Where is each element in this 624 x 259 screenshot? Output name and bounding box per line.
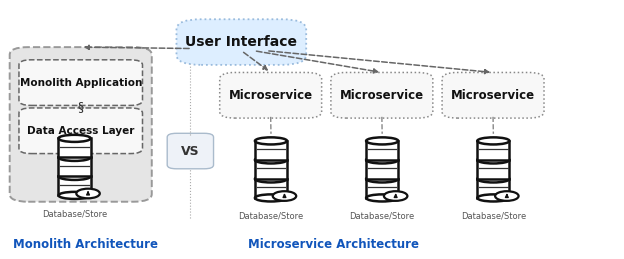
FancyBboxPatch shape: [366, 160, 398, 179]
Text: VS: VS: [181, 145, 200, 157]
Text: Microservice: Microservice: [340, 89, 424, 102]
FancyBboxPatch shape: [366, 179, 398, 198]
FancyBboxPatch shape: [220, 73, 321, 118]
FancyBboxPatch shape: [59, 157, 90, 176]
FancyBboxPatch shape: [19, 108, 142, 154]
Text: Database/Store: Database/Store: [42, 209, 107, 218]
Ellipse shape: [477, 137, 509, 145]
Text: Database/Store: Database/Store: [461, 212, 526, 221]
Text: Database/Store: Database/Store: [349, 212, 415, 221]
Ellipse shape: [255, 195, 287, 202]
Circle shape: [76, 189, 100, 198]
FancyBboxPatch shape: [255, 179, 287, 198]
FancyBboxPatch shape: [477, 179, 509, 198]
FancyBboxPatch shape: [59, 138, 90, 157]
Ellipse shape: [59, 173, 90, 180]
Circle shape: [273, 191, 296, 201]
Text: Monolith Architecture: Monolith Architecture: [12, 238, 158, 251]
Ellipse shape: [477, 195, 509, 202]
Ellipse shape: [366, 156, 398, 163]
Ellipse shape: [366, 137, 398, 145]
FancyBboxPatch shape: [19, 60, 142, 105]
FancyBboxPatch shape: [10, 47, 152, 202]
Text: User Interface: User Interface: [185, 35, 297, 49]
FancyBboxPatch shape: [477, 160, 509, 179]
FancyBboxPatch shape: [366, 141, 398, 160]
Ellipse shape: [477, 175, 509, 183]
FancyBboxPatch shape: [255, 160, 287, 179]
FancyBboxPatch shape: [59, 176, 90, 195]
FancyBboxPatch shape: [167, 133, 213, 169]
Text: Database/Store: Database/Store: [238, 212, 304, 221]
Text: Data Access Layer: Data Access Layer: [27, 126, 134, 136]
Ellipse shape: [477, 156, 509, 163]
FancyBboxPatch shape: [442, 73, 544, 118]
Ellipse shape: [366, 195, 398, 202]
FancyBboxPatch shape: [177, 19, 306, 65]
Ellipse shape: [59, 154, 90, 161]
Text: Microservice: Microservice: [451, 89, 535, 102]
FancyBboxPatch shape: [331, 73, 433, 118]
Ellipse shape: [255, 137, 287, 145]
Circle shape: [384, 191, 407, 201]
Ellipse shape: [255, 156, 287, 163]
Ellipse shape: [59, 135, 90, 142]
FancyBboxPatch shape: [255, 141, 287, 160]
Ellipse shape: [59, 192, 90, 199]
Text: Monolith Application: Monolith Application: [19, 78, 142, 88]
Circle shape: [495, 191, 519, 201]
Text: Microservice Architecture: Microservice Architecture: [248, 238, 419, 251]
FancyBboxPatch shape: [477, 141, 509, 160]
Text: Microservice: Microservice: [228, 89, 313, 102]
Text: §: §: [77, 100, 84, 113]
Ellipse shape: [366, 175, 398, 183]
Ellipse shape: [255, 175, 287, 183]
